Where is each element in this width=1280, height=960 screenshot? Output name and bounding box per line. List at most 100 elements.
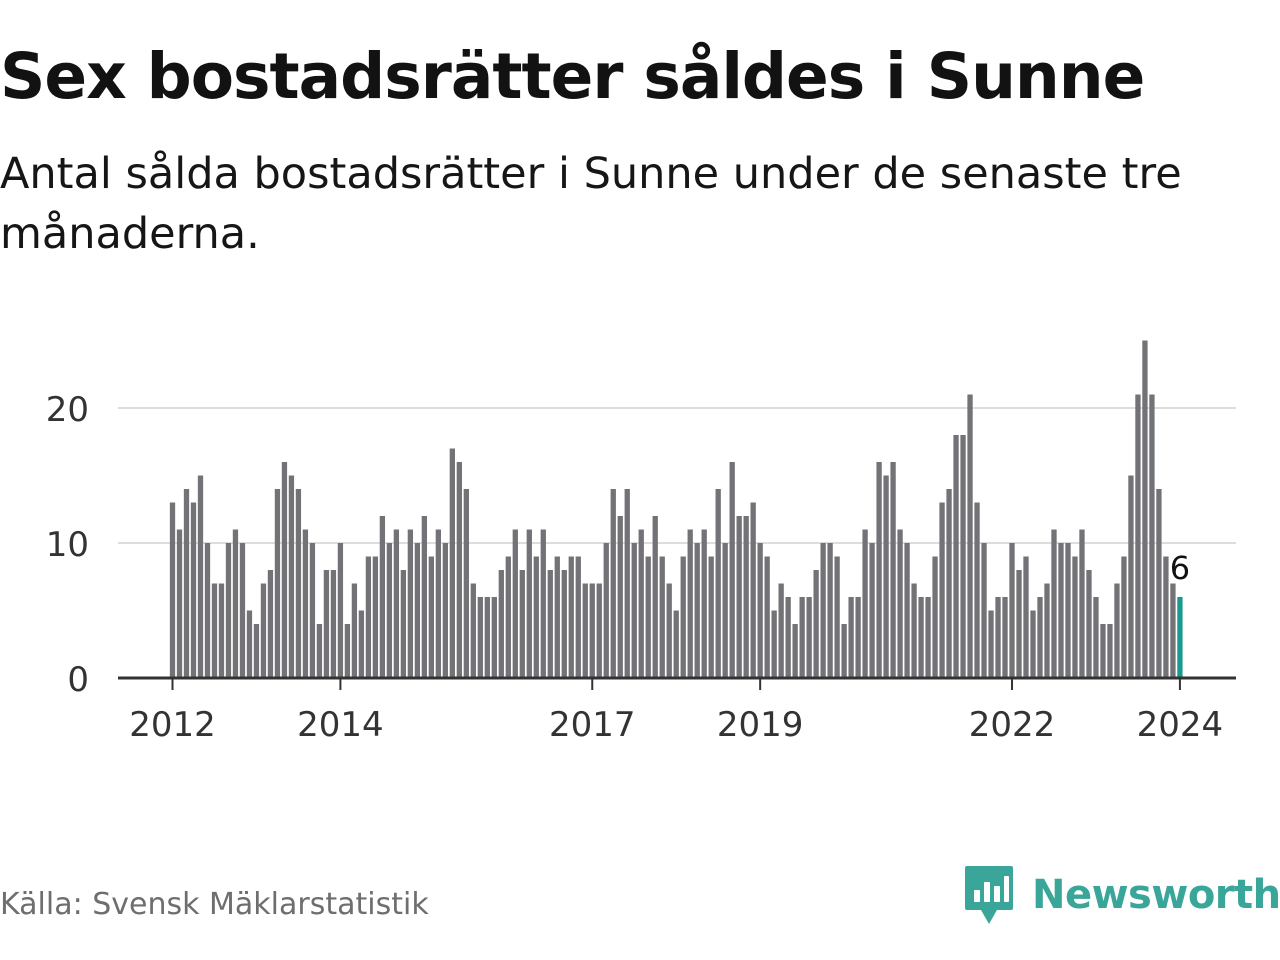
bar xyxy=(841,624,847,678)
bar xyxy=(1065,543,1071,678)
bar xyxy=(232,529,239,678)
bar xyxy=(792,624,798,678)
bar xyxy=(680,556,686,678)
bar xyxy=(239,543,246,678)
bar xyxy=(687,529,693,678)
bar xyxy=(393,529,400,678)
bar xyxy=(610,489,616,678)
bar xyxy=(939,502,945,678)
bar xyxy=(1114,583,1120,678)
newsworthy-logo-icon xyxy=(965,866,1013,924)
bar xyxy=(484,597,490,678)
x-tick-label: 2012 xyxy=(129,705,216,745)
bar xyxy=(295,489,302,678)
bar xyxy=(813,570,819,678)
bar xyxy=(603,543,609,678)
bar xyxy=(764,556,770,678)
bar xyxy=(974,502,980,678)
bar xyxy=(1142,340,1148,678)
bar xyxy=(316,624,323,678)
bar xyxy=(1058,543,1064,678)
bar xyxy=(421,516,428,678)
bar xyxy=(855,597,861,678)
y-tick-label: 20 xyxy=(46,390,89,430)
bars xyxy=(169,340,1183,678)
bar xyxy=(365,556,372,678)
bar xyxy=(358,610,365,678)
bar xyxy=(659,556,665,678)
bar xyxy=(456,462,462,678)
bar xyxy=(925,597,931,678)
bar xyxy=(211,583,218,678)
bar xyxy=(666,583,672,678)
tick-labels: 0 10 20 2012 2014 2017 2019 2022 2024 6 xyxy=(46,390,1223,745)
newsworthy-brand[interactable]: Newsworthy xyxy=(964,864,1280,926)
bar xyxy=(176,529,183,678)
bar xyxy=(988,610,994,678)
bar xyxy=(848,597,854,678)
bar xyxy=(1009,543,1015,678)
bar xyxy=(701,529,707,678)
bar xyxy=(757,543,763,678)
bar xyxy=(778,583,784,678)
bar xyxy=(1086,570,1092,678)
bar xyxy=(1016,570,1022,678)
source-note: Källa: Svensk Mäklarstatistik xyxy=(0,887,429,922)
bar xyxy=(1044,583,1050,678)
bar xyxy=(547,570,553,678)
bar xyxy=(1149,394,1155,678)
bar xyxy=(344,624,351,678)
bar xyxy=(561,570,567,678)
bar xyxy=(645,556,651,678)
bar xyxy=(1156,489,1162,678)
bar-highlight xyxy=(1177,597,1183,678)
bar xyxy=(694,543,700,678)
bar xyxy=(890,462,896,678)
x-tick-label: 2014 xyxy=(297,705,384,745)
bar xyxy=(386,543,393,678)
bar xyxy=(1079,529,1085,678)
bar xyxy=(260,583,267,678)
bar xyxy=(862,529,868,678)
bar xyxy=(953,435,959,678)
bar xyxy=(638,529,644,678)
bar xyxy=(1002,597,1008,678)
bar xyxy=(372,556,379,678)
bar xyxy=(1107,624,1113,678)
bar xyxy=(540,529,546,678)
bar xyxy=(820,543,826,678)
bar xyxy=(708,556,714,678)
chart-title: Sex bostadsrätter såldes i Sunne xyxy=(0,40,1145,113)
axes xyxy=(118,676,1236,690)
bar xyxy=(330,570,337,678)
bar xyxy=(771,610,777,678)
x-tick-label: 2022 xyxy=(969,705,1056,745)
bar xyxy=(169,502,176,678)
bar xyxy=(505,556,511,678)
bar xyxy=(1135,394,1141,678)
bar xyxy=(911,583,917,678)
bar xyxy=(834,556,840,678)
bar xyxy=(1037,597,1043,678)
bar xyxy=(799,597,805,678)
bar xyxy=(736,516,742,678)
bar xyxy=(379,516,386,678)
bar xyxy=(407,529,414,678)
bar xyxy=(869,543,875,678)
bar xyxy=(449,448,455,678)
bar xyxy=(883,475,889,678)
bar xyxy=(960,435,966,678)
bar xyxy=(1030,610,1036,678)
bar xyxy=(204,543,211,678)
bar xyxy=(512,529,518,678)
bar xyxy=(722,543,728,678)
bar xyxy=(281,462,288,678)
bar xyxy=(897,529,903,678)
bar xyxy=(435,529,441,678)
bar xyxy=(1128,475,1134,678)
bar xyxy=(596,583,602,678)
x-tick-label: 2019 xyxy=(717,705,804,745)
bar xyxy=(715,489,721,678)
y-tick-label: 0 xyxy=(67,660,89,700)
x-tick-label: 2024 xyxy=(1137,705,1224,745)
